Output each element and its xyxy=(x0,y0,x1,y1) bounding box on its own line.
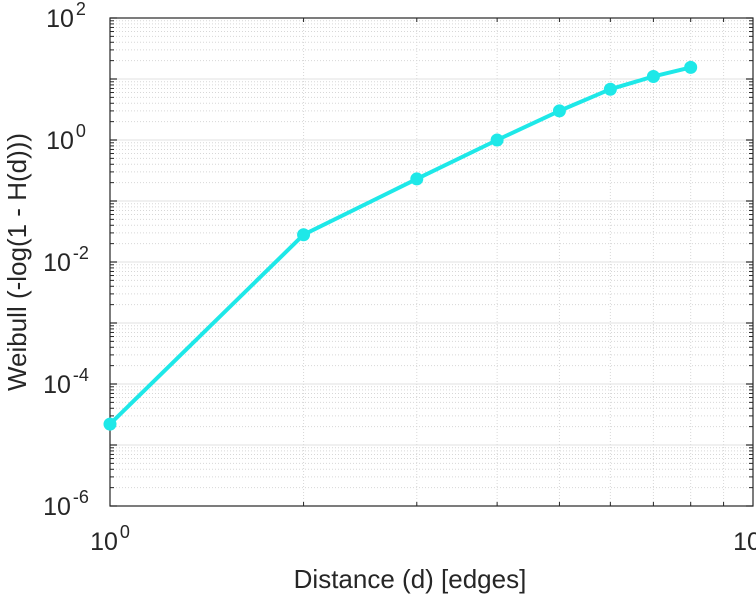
y-tick-exponent: -4 xyxy=(73,365,89,385)
y-tick-label: 10 2 xyxy=(46,0,86,33)
x-tick-label: 10 0 xyxy=(90,522,130,556)
labels-layer: Distance (d) [edges] Weibull (-log(1 - H… xyxy=(2,133,526,594)
series-layer xyxy=(103,60,698,431)
x-axis-label: Distance (d) [edges] xyxy=(294,564,527,594)
grid-layer xyxy=(110,18,753,506)
y-tick-label: 10 0 xyxy=(46,121,86,155)
x-tick-base: 10 xyxy=(90,528,118,556)
y-tick-exponent: -2 xyxy=(73,243,89,263)
data-point xyxy=(684,60,698,74)
y-tick-label: 10 -2 xyxy=(43,243,89,277)
y-tick-exponent: 2 xyxy=(76,0,86,19)
data-point xyxy=(410,172,424,186)
x-tick-label: 101 xyxy=(733,522,756,556)
y-tick-exponent: -6 xyxy=(73,487,89,507)
data-point xyxy=(646,69,660,83)
y-axis-label: Weibull (-log(1 - H(d))) xyxy=(2,133,32,391)
data-point xyxy=(490,133,504,147)
y-tick-base: 10 xyxy=(43,371,71,399)
data-point xyxy=(103,417,117,431)
y-tick-base: 10 xyxy=(43,249,71,277)
data-point xyxy=(297,228,311,242)
x-tick-base: 10 xyxy=(733,528,756,556)
axes-layer: 10-610-410-2100102100101 xyxy=(43,0,756,556)
data-point xyxy=(552,104,566,118)
series-line xyxy=(108,65,692,426)
y-tick-exponent: 0 xyxy=(76,121,86,141)
data-point xyxy=(603,82,617,96)
y-tick-base: 10 xyxy=(43,493,71,521)
y-tick-label: 10 -4 xyxy=(43,365,89,399)
y-tick-base: 10 xyxy=(46,5,74,33)
y-tick-label: 10 -6 xyxy=(43,487,89,521)
x-tick-exponent: 0 xyxy=(120,522,130,542)
y-tick-base: 10 xyxy=(46,127,74,155)
